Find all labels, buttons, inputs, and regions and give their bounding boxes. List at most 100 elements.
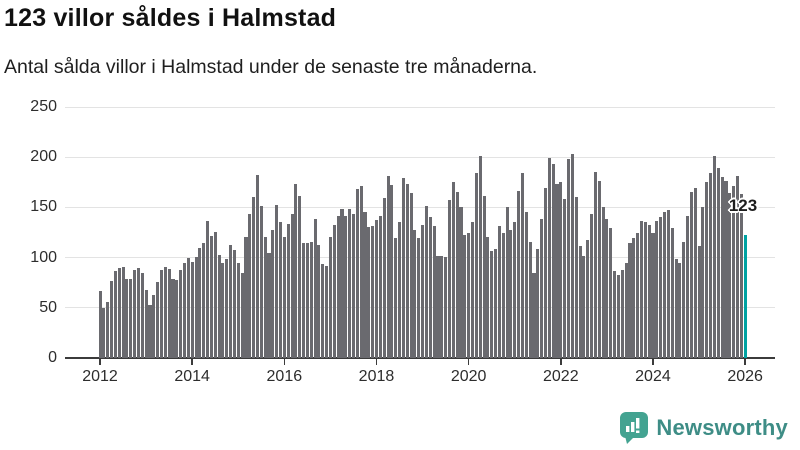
bar (578, 245, 582, 358)
bar (386, 176, 390, 358)
bar (148, 304, 152, 358)
bar (198, 247, 202, 358)
bar (98, 290, 102, 358)
x-tick-label: 2016 (266, 368, 303, 385)
bar (152, 294, 156, 358)
x-axis-tick (744, 359, 746, 365)
bar (432, 226, 436, 358)
x-axis-tick (191, 359, 193, 365)
bar (133, 269, 137, 358)
bar (163, 266, 167, 358)
bar (271, 229, 275, 358)
bar (590, 214, 594, 358)
bar (712, 156, 716, 358)
bar (374, 220, 379, 358)
bar (413, 229, 417, 358)
bar (582, 255, 586, 358)
bar (451, 182, 455, 358)
bar (597, 181, 601, 358)
bar (528, 241, 532, 358)
bar (129, 278, 133, 358)
bar (551, 164, 555, 358)
bar (482, 196, 486, 358)
bar (355, 189, 359, 358)
bar (735, 176, 740, 358)
bar (305, 242, 309, 358)
bar (359, 186, 363, 358)
bar (202, 242, 206, 358)
bar (348, 209, 352, 358)
bar (501, 232, 505, 358)
bar (586, 239, 590, 358)
bar (470, 222, 475, 358)
bar (371, 226, 375, 358)
bar (229, 244, 233, 358)
bar (278, 222, 283, 358)
bar (217, 254, 221, 358)
bar (428, 217, 432, 358)
bar (282, 236, 286, 358)
bar (206, 221, 210, 358)
plot-area: 0 50 100 150 200 250 2012 2014 2016 2018 2020 2022 2… (30, 98, 775, 385)
bar (321, 263, 325, 358)
bar (651, 232, 655, 358)
bar (252, 197, 256, 358)
bar (436, 255, 440, 358)
bar (686, 216, 690, 358)
bar (398, 222, 402, 358)
bar (467, 232, 471, 358)
bar (547, 158, 551, 358)
bar (689, 192, 693, 358)
x-tick-label: 2014 (174, 368, 210, 385)
bar (156, 281, 160, 358)
bar (248, 214, 252, 358)
bar (236, 262, 240, 358)
highlight-value-label: 123 (728, 196, 758, 215)
bar (678, 262, 682, 358)
bar (394, 237, 398, 358)
bar (171, 278, 175, 358)
bar (728, 193, 732, 358)
bar (110, 280, 114, 358)
bar (378, 216, 382, 358)
bar (559, 182, 563, 358)
bar (455, 192, 459, 358)
bar (382, 198, 386, 358)
bar (609, 228, 613, 358)
bar (616, 274, 620, 358)
bar (474, 173, 478, 358)
bar (194, 256, 198, 358)
bar (494, 248, 498, 358)
bar (417, 237, 421, 358)
newsworthy-logo-icon (620, 412, 649, 444)
bar (478, 156, 482, 358)
bar (232, 249, 236, 358)
bar (636, 232, 640, 358)
bar (659, 217, 663, 358)
gridline-150 (65, 206, 775, 208)
chart-subtitle: Antal sålda villor i Halmstad under de s… (4, 56, 538, 78)
bar (213, 231, 217, 358)
x-axis-tick (652, 359, 654, 365)
bar (244, 236, 248, 358)
bar (613, 270, 617, 358)
bar (463, 234, 467, 358)
bar (332, 225, 336, 358)
bar (390, 185, 394, 358)
bar (317, 244, 321, 358)
bar (666, 210, 670, 358)
bar (643, 222, 647, 358)
x-axis-tick (375, 359, 378, 365)
x-tick-label: 2024 (635, 368, 671, 385)
bar (136, 267, 140, 358)
bar (125, 278, 129, 358)
bar (662, 212, 667, 358)
bar (140, 272, 144, 358)
bar (497, 226, 501, 358)
bar (286, 224, 290, 358)
highlight-bar (743, 234, 747, 358)
bar (263, 236, 267, 358)
bar (724, 181, 728, 358)
x-axis-tick (99, 359, 101, 365)
bar (209, 235, 213, 358)
